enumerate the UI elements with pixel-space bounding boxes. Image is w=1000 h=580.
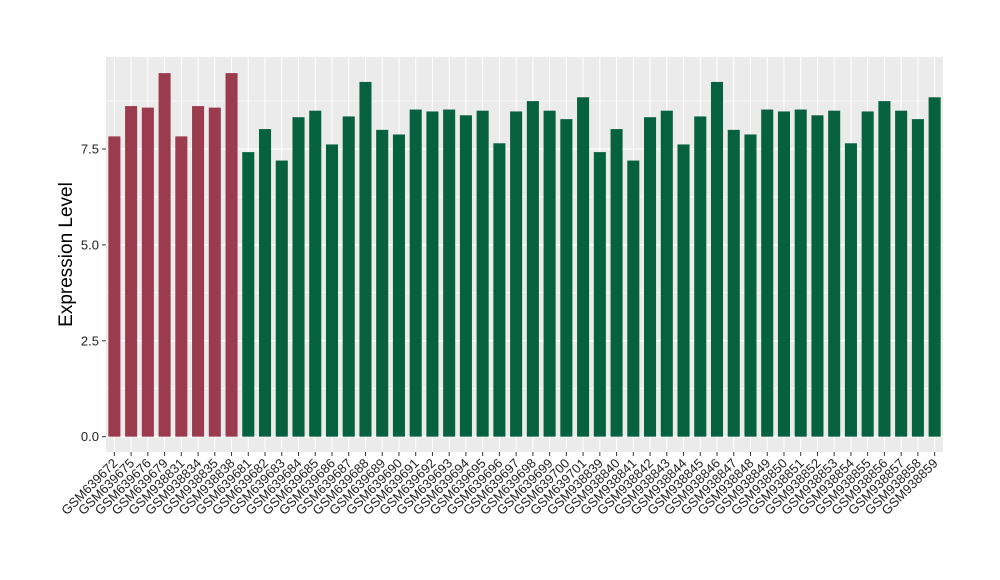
bar	[409, 109, 422, 437]
bar	[392, 134, 405, 437]
bar	[158, 73, 171, 437]
bar	[627, 160, 640, 437]
bar	[644, 117, 657, 437]
bar	[259, 129, 272, 437]
bar	[175, 136, 188, 437]
bar	[192, 106, 205, 437]
bar	[225, 73, 238, 437]
bar	[309, 110, 322, 437]
bar	[543, 110, 556, 437]
y-tick-label: 5.0	[81, 237, 99, 252]
bar	[426, 111, 439, 437]
y-tick-label: 0.0	[81, 429, 99, 444]
bar	[710, 81, 724, 437]
bar	[911, 119, 924, 437]
bar	[208, 107, 221, 437]
bar	[828, 110, 841, 437]
bar	[108, 136, 121, 437]
bar	[744, 134, 757, 437]
bars	[108, 73, 941, 437]
bar	[761, 109, 774, 437]
bar	[844, 143, 857, 437]
bar	[777, 111, 790, 437]
y-axis: 0.0 2.5 5.0 7.5	[81, 142, 106, 444]
bar	[593, 152, 606, 437]
bar	[794, 109, 807, 437]
bar	[811, 115, 824, 437]
bar	[928, 97, 941, 437]
bar	[878, 101, 891, 437]
bar	[660, 110, 673, 437]
bar	[443, 109, 456, 437]
bar	[242, 152, 255, 437]
bar	[526, 101, 539, 437]
bar	[694, 116, 707, 437]
bar	[125, 106, 138, 437]
bar	[577, 97, 590, 437]
bar	[376, 129, 389, 437]
bar	[325, 144, 339, 437]
bar	[493, 143, 506, 437]
bar	[895, 110, 908, 437]
x-axis: GSM639672GSM639675GSM639676GSM639679GSM9…	[58, 452, 941, 518]
y-axis-title: Expression Level	[56, 182, 77, 327]
bar	[560, 119, 573, 437]
bar	[861, 111, 874, 437]
bar	[610, 129, 623, 437]
bar	[359, 81, 372, 437]
bar	[727, 129, 740, 437]
bar	[141, 107, 154, 437]
bar	[476, 110, 489, 437]
bar	[677, 144, 690, 437]
bar	[275, 160, 288, 437]
y-tick-label: 7.5	[81, 142, 99, 157]
bar	[510, 111, 523, 437]
bar	[342, 116, 355, 437]
bar	[459, 115, 472, 437]
y-tick-label: 2.5	[81, 333, 99, 348]
bar	[292, 117, 305, 437]
